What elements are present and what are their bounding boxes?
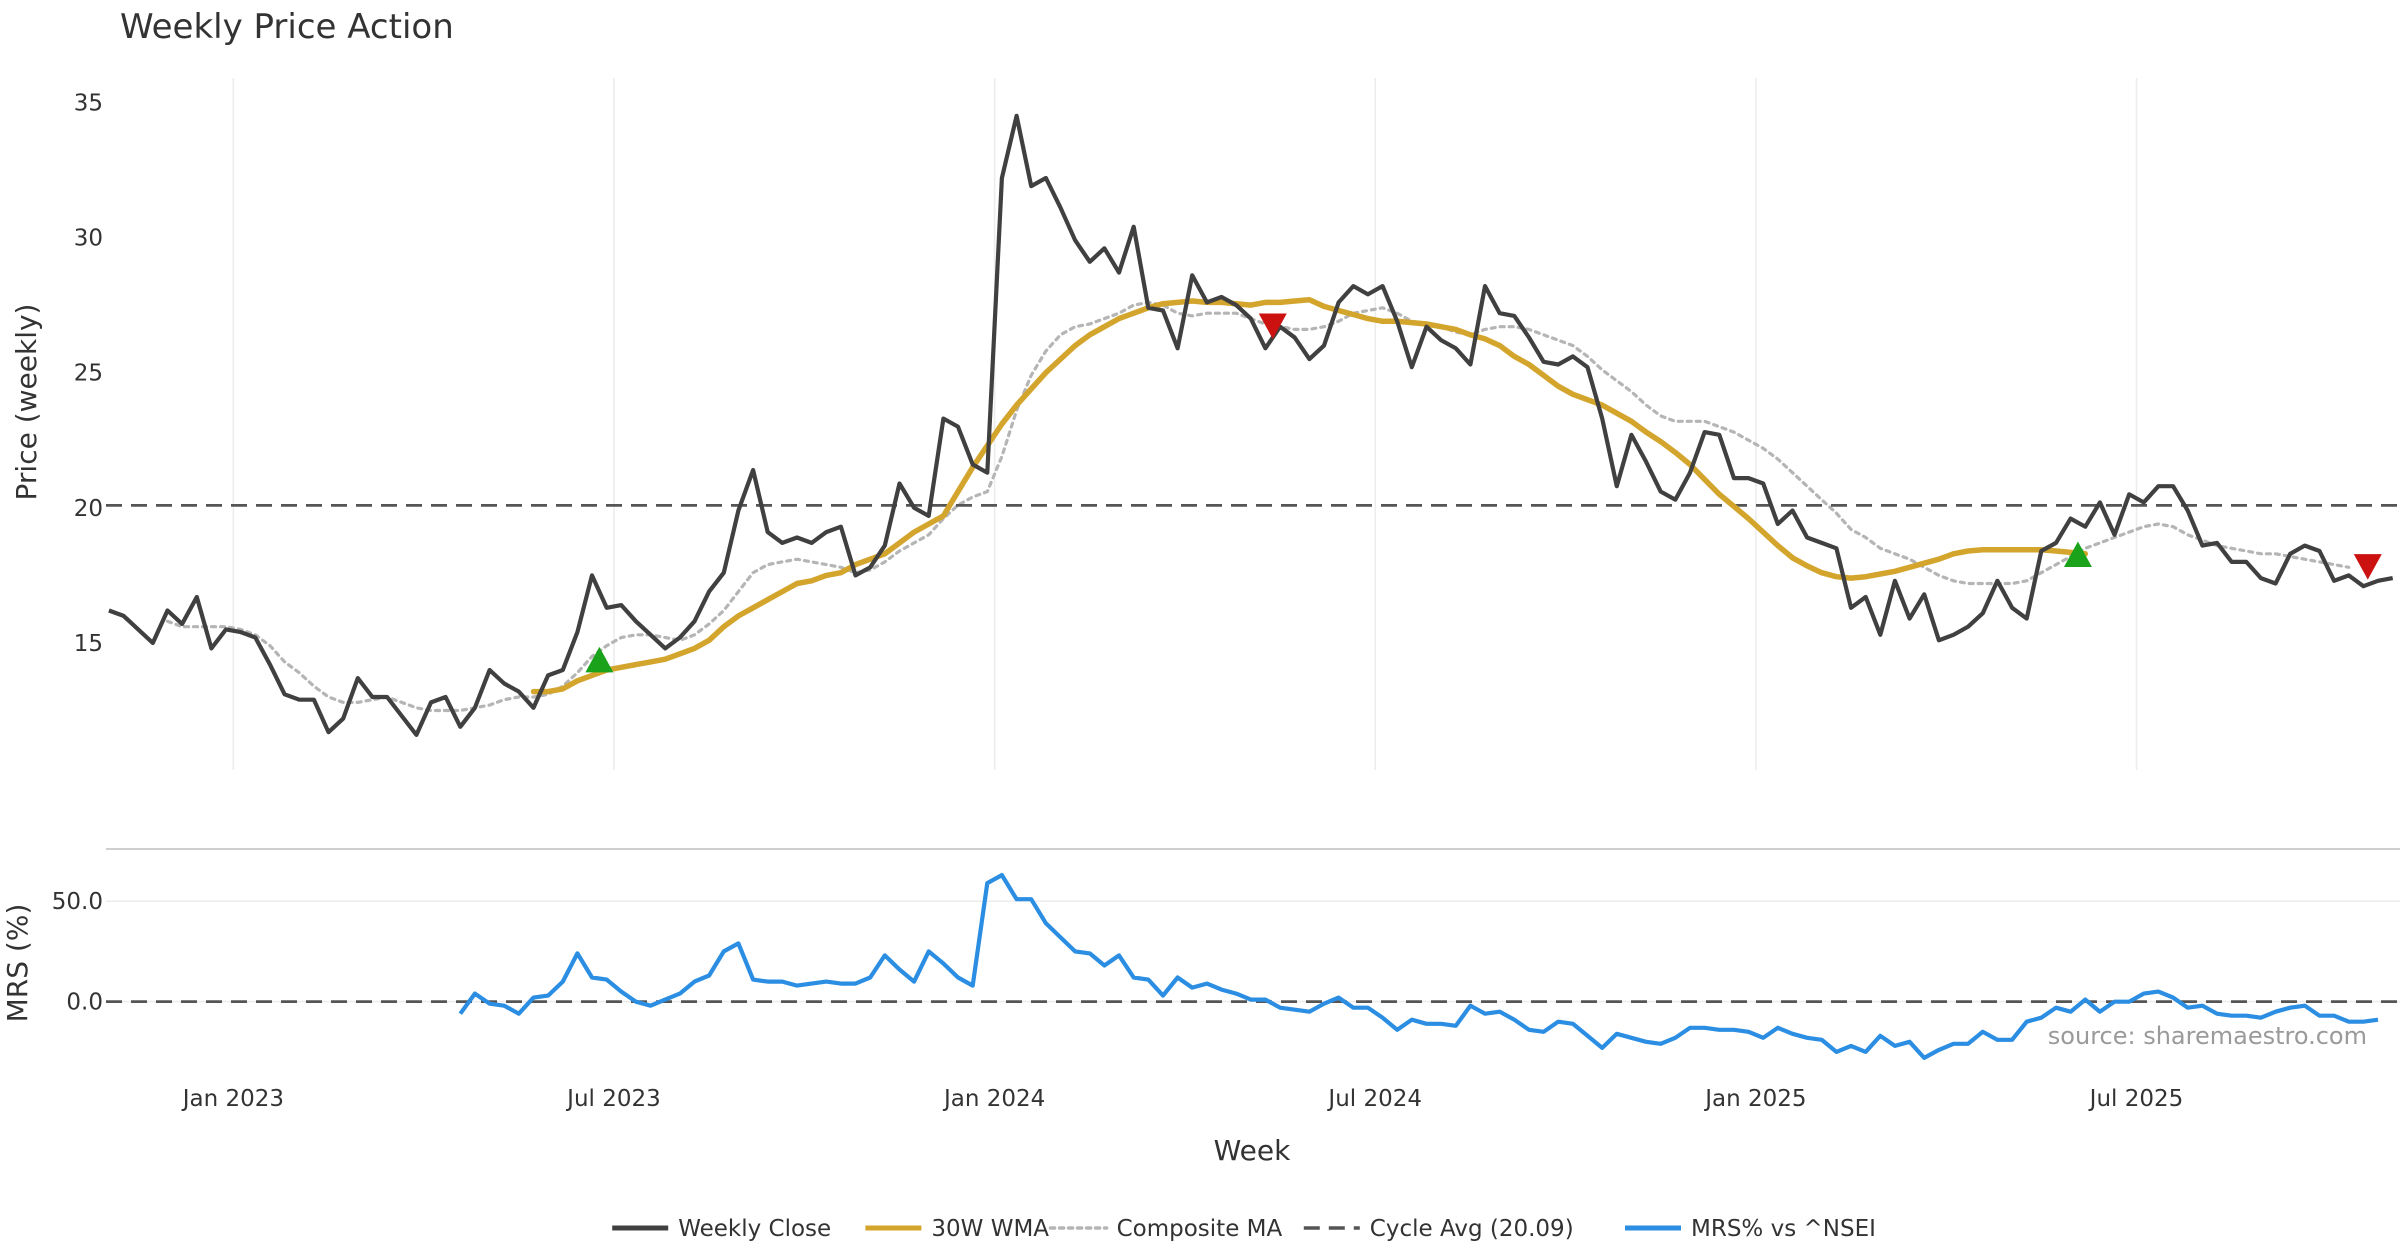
chart-title: Weekly Price Action [120,7,454,47]
wma-30w-line [530,296,2089,695]
price-y-tick-label: 30 [74,225,103,251]
mrs-y-tick-label: 0.0 [66,990,103,1016]
price-y-tick-label: 15 [74,631,103,657]
x-tick-label: Jan 2024 [942,1086,1045,1112]
price-y-axis-label: Price (weekly) [10,304,43,501]
price-grid [232,78,2138,770]
price-signals [585,313,2382,673]
sell-signal-marker [1258,313,1287,339]
legend-label: Composite MA [1117,1216,1283,1242]
price-y-tick-label: 25 [74,361,103,387]
legend-label: Weekly Close [678,1216,831,1242]
x-tick-label: Jul 2025 [2088,1086,2184,1112]
weekly-close-line [108,113,2394,737]
legend-label: 30W WMA [931,1216,1049,1242]
x-tick-label: Jan 2023 [181,1086,284,1112]
x-ticks: Jan 2023 Jul 2023 Jan 2024 Jul 2024 Jan 2025… [181,1086,2184,1112]
legend: Weekly Close 30W WMA Composite MA Cycle Avg… [612,1216,1876,1242]
mrs-line [458,873,2379,1060]
buy-signal-marker [2063,541,2092,567]
legend-label: Cycle Avg (20.09) [1370,1216,1574,1242]
x-tick-label: Jul 2024 [1326,1086,1422,1112]
source-annotation: source: sharemaestro.com [2048,1022,2367,1050]
mrs-grid [106,900,2400,1003]
x-axis-label: Week [1214,1134,1291,1167]
composite-ma-line [165,300,2351,713]
price-y-ticks: 15 20 25 30 35 [74,90,103,657]
x-tick-label: Jul 2023 [565,1086,661,1112]
price-y-tick-label: 20 [74,496,103,522]
buy-signal-marker [585,646,614,673]
x-tick-label: Jan 2025 [1703,1086,1806,1112]
mrs-y-ticks: 0.0 50.0 [52,889,103,1015]
legend-label: MRS% vs ^NSEI [1691,1216,1876,1242]
mrs-y-axis-label: MRS (%) [1,904,34,1023]
mrs-y-tick-label: 50.0 [52,889,103,915]
mrs-series [106,873,2400,1060]
price-series [106,113,2400,737]
price-y-tick-label: 35 [74,90,103,116]
sell-signal-marker [2353,554,2382,580]
